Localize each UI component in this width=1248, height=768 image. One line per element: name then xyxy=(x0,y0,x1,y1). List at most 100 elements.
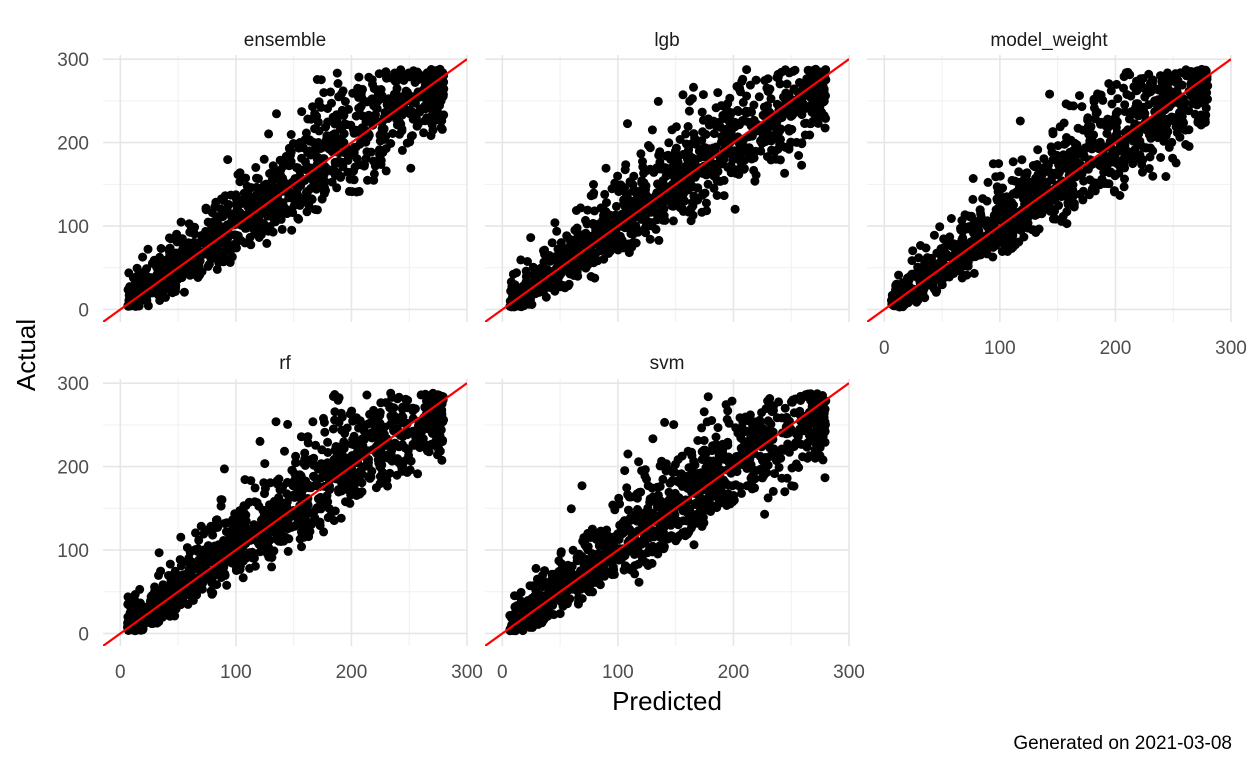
point xyxy=(302,197,312,207)
point xyxy=(526,294,535,304)
point xyxy=(301,128,311,138)
point xyxy=(675,203,685,213)
point xyxy=(620,240,629,250)
point xyxy=(327,460,337,470)
point xyxy=(1164,84,1173,94)
point xyxy=(276,211,285,221)
y-tick-label: 0 xyxy=(78,624,89,645)
point xyxy=(293,213,303,223)
point xyxy=(731,168,741,178)
point xyxy=(212,243,222,252)
point xyxy=(1146,87,1156,97)
point xyxy=(194,535,204,545)
point xyxy=(1151,128,1161,138)
point xyxy=(781,88,791,98)
point xyxy=(519,281,529,291)
point xyxy=(321,122,331,132)
point xyxy=(1007,175,1017,185)
x-tick-label: 200 xyxy=(1100,338,1132,359)
point xyxy=(648,434,658,444)
point xyxy=(386,411,396,421)
point xyxy=(735,153,744,163)
point xyxy=(357,478,367,488)
point xyxy=(1008,157,1018,167)
point xyxy=(1070,138,1080,148)
point xyxy=(976,237,986,246)
point xyxy=(560,283,570,293)
point xyxy=(176,561,186,571)
point xyxy=(641,223,650,232)
point xyxy=(712,191,722,200)
point xyxy=(1078,195,1088,205)
point xyxy=(419,92,429,102)
point xyxy=(1154,85,1164,95)
point xyxy=(800,119,810,128)
point xyxy=(243,198,253,208)
y-tick-label: 100 xyxy=(57,217,89,238)
point xyxy=(283,546,293,556)
point xyxy=(638,157,647,166)
point xyxy=(214,258,224,268)
point xyxy=(324,504,334,514)
point xyxy=(1144,69,1154,79)
point xyxy=(327,98,336,108)
point xyxy=(988,159,998,169)
point xyxy=(388,129,398,138)
point xyxy=(1110,171,1120,181)
point xyxy=(175,251,185,261)
point xyxy=(284,151,294,161)
point xyxy=(745,80,755,90)
point xyxy=(428,125,438,135)
point xyxy=(230,509,240,519)
point xyxy=(375,454,385,464)
point xyxy=(255,547,265,557)
point xyxy=(782,79,792,89)
point xyxy=(754,92,764,102)
point xyxy=(201,245,210,255)
point xyxy=(991,241,1001,250)
point xyxy=(316,75,326,85)
point xyxy=(437,455,447,465)
point xyxy=(387,392,397,402)
point xyxy=(589,180,598,189)
point xyxy=(191,528,200,538)
point xyxy=(1190,109,1200,119)
point xyxy=(653,96,663,106)
point xyxy=(722,149,732,158)
point xyxy=(909,271,918,281)
point xyxy=(375,147,385,156)
point xyxy=(619,198,629,208)
point xyxy=(264,552,274,562)
point xyxy=(1100,167,1109,177)
point xyxy=(621,160,631,170)
point xyxy=(1201,65,1210,75)
point xyxy=(1106,86,1116,96)
point xyxy=(275,155,285,165)
point xyxy=(275,485,285,495)
point xyxy=(277,535,287,545)
point xyxy=(373,89,383,99)
point xyxy=(203,217,213,227)
point xyxy=(1015,116,1025,126)
point xyxy=(424,447,434,457)
point xyxy=(363,175,372,185)
point xyxy=(355,466,365,476)
point xyxy=(166,608,176,618)
point xyxy=(294,165,304,174)
point xyxy=(321,492,331,502)
point xyxy=(345,409,355,419)
point xyxy=(1033,145,1043,155)
x-tick-label: 0 xyxy=(879,338,890,359)
point xyxy=(156,244,166,253)
point xyxy=(260,459,270,469)
point xyxy=(300,448,310,458)
point xyxy=(402,70,412,79)
point xyxy=(356,160,366,170)
point xyxy=(301,187,311,197)
point xyxy=(314,126,324,136)
point xyxy=(409,440,419,450)
point xyxy=(730,204,740,214)
point xyxy=(1017,155,1027,165)
